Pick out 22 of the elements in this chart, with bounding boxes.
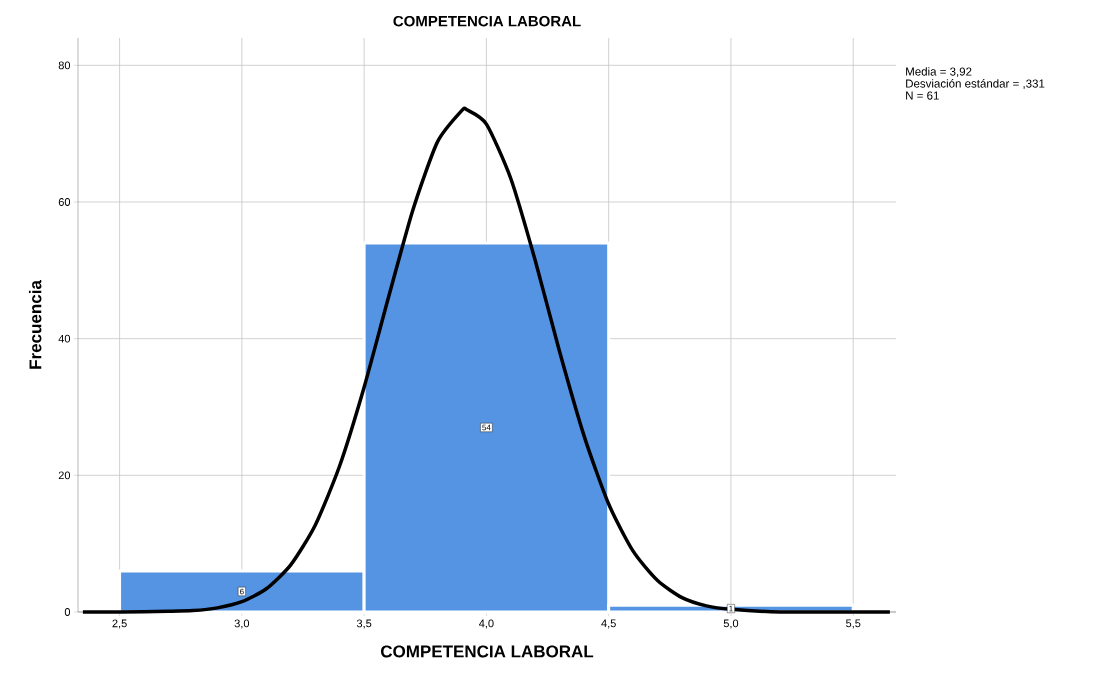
- x-axis-title: COMPETENCIA LABORAL: [380, 645, 594, 658]
- x-tick-label: 3,5: [356, 619, 372, 629]
- y-axis-title: Frecuencia: [28, 280, 42, 369]
- x-tick-label: 2,5: [112, 619, 127, 629]
- y-tick-label: 80: [58, 61, 71, 70]
- text: Media = 3,92: [906, 67, 972, 77]
- x-tick-label: 4,0: [479, 619, 494, 629]
- y-tick-label: 60: [58, 198, 71, 206]
- y-tick-label: 20: [58, 471, 71, 480]
- chart-title: COMPETENCIA LABORAL: [393, 15, 581, 27]
- y-tick-label: 40: [58, 334, 71, 343]
- x-tick-label: 3,0: [234, 619, 250, 629]
- line-series: [81, 107, 892, 614]
- data-label: 6: [240, 588, 244, 595]
- x-tick-label: 5,5: [846, 619, 861, 629]
- y-tick-label: 0: [64, 608, 71, 616]
- data-label: 1: [729, 605, 733, 612]
- data-label: 54: [482, 424, 491, 431]
- x-tick-label: 5,0: [723, 619, 739, 629]
- x-tick-label: 4,5: [601, 619, 616, 629]
- text: N = 61: [906, 91, 939, 100]
- text: Desviación estándar = ,331: [906, 79, 1045, 89]
